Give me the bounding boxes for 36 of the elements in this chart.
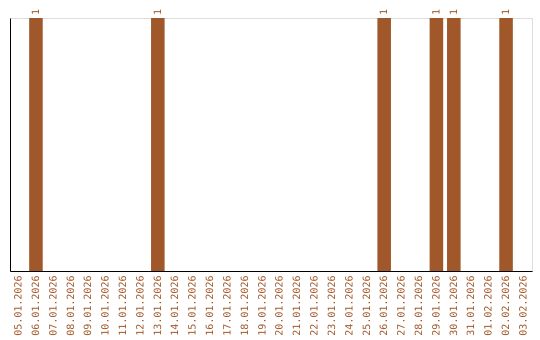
x-tick-label: 29.01.2026 <box>431 276 442 336</box>
x-tick-label: 31.01.2026 <box>466 276 478 336</box>
x-tick-label: 28.01.2026 <box>414 276 425 336</box>
data-label: 1 <box>501 8 512 15</box>
x-tick-label: 20.01.2026 <box>274 276 286 336</box>
x-tick-label: 09.01.2026 <box>83 276 94 336</box>
x-tick-label: 11.01.2026 <box>118 276 129 336</box>
x-tick-label: 30.01.2026 <box>448 276 460 336</box>
x-tick-label: 12.01.2026 <box>135 276 146 336</box>
x-tick-label: 07.01.2026 <box>48 276 60 336</box>
x-tick-label: 14.01.2026 <box>170 276 182 336</box>
x-tick-label: 25.01.2026 <box>362 276 373 336</box>
x-tick-label: 10.01.2026 <box>100 276 112 336</box>
x-tick-label: 01.02.2026 <box>484 276 495 336</box>
x-tick-label: 18.01.2026 <box>240 276 251 336</box>
x-tick-label: 13.01.2026 <box>152 276 164 336</box>
x-tick-label: 22.01.2026 <box>310 276 321 336</box>
x-tick-label: 26.01.2026 <box>379 276 390 336</box>
x-tick-label: 08.01.2026 <box>66 276 77 336</box>
x-tick-label: 21.01.2026 <box>292 276 304 336</box>
x-tick-label: 19.01.2026 <box>257 276 268 336</box>
data-label: 1 <box>448 8 460 15</box>
x-tick-label: 27.01.2026 <box>396 276 408 336</box>
x-tick-label: 03.02.2026 <box>518 276 530 336</box>
x-tick-label: 17.01.2026 <box>222 276 234 336</box>
x-tick-label: 23.01.2026 <box>326 276 338 336</box>
x-tick-label: 05.01.2026 <box>14 276 25 336</box>
data-label: 1 <box>379 8 390 15</box>
data-label: 1 <box>30 8 42 15</box>
data-label: 1 <box>152 8 164 15</box>
x-tick-label: 15.01.2026 <box>188 276 199 336</box>
data-label: 1 <box>431 8 442 15</box>
x-tick-label: 06.01.2026 <box>30 276 42 336</box>
x-tick-label: 16.01.2026 <box>205 276 216 336</box>
x-tick-label: 02.02.2026 <box>501 276 512 336</box>
x-tick-label: 24.01.2026 <box>344 276 356 336</box>
